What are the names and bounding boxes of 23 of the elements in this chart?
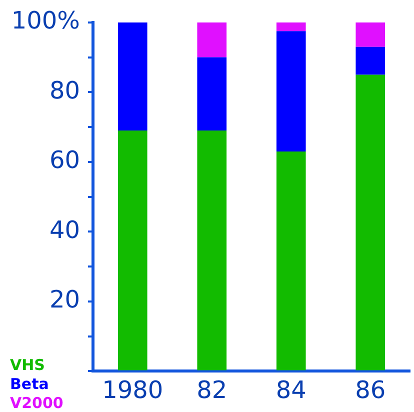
y-tick-label: 40 (49, 216, 80, 244)
x-tick-label: 1980 (102, 376, 164, 404)
bar (356, 74, 386, 370)
y-tick-label: 60 (49, 146, 80, 174)
bar (118, 22, 148, 131)
x-tick-label: 84 (276, 376, 306, 404)
bar (356, 22, 386, 47)
bar (197, 22, 227, 58)
bar (197, 130, 227, 370)
bar (276, 22, 306, 32)
x-tick-label: 86 (355, 376, 386, 404)
bar (276, 151, 306, 370)
text: VHS (10, 356, 45, 374)
bar (356, 46, 386, 75)
bar (197, 57, 227, 131)
y-tick-label: 20 (49, 286, 80, 314)
text: V2000 (10, 394, 64, 412)
y-tick-label: 100% (11, 6, 80, 35)
text: Beta (10, 375, 49, 393)
bar (276, 31, 306, 152)
bar (118, 130, 148, 370)
x-tick-label: 82 (196, 376, 228, 404)
y-tick-label: 80 (49, 76, 80, 104)
